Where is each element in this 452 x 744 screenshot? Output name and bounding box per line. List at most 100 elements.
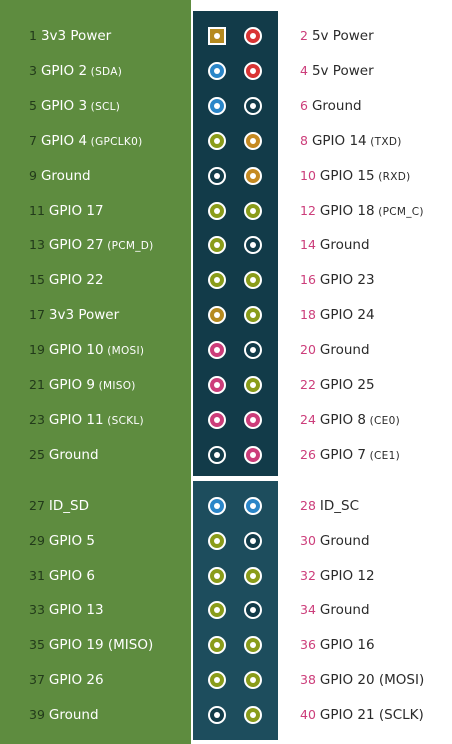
pin-name: GPIO 5 xyxy=(48,532,95,549)
left-pin-label-panel xyxy=(0,0,191,744)
pin-label-35: 35 GPIO 19 (MISO) xyxy=(29,635,153,655)
pin-5-i2c xyxy=(208,96,226,115)
pin-name: 3v3 Power xyxy=(40,28,112,44)
pin-name: GPIO 9 xyxy=(48,377,95,393)
pin-name: GPIO 8 xyxy=(319,411,366,428)
pin-label-1: 1 3v3 Power xyxy=(29,26,111,46)
pin-number: 29 xyxy=(29,532,49,548)
pin-number: 11 xyxy=(29,202,49,218)
pin-function: (TXD) xyxy=(366,135,402,148)
pin-label-29: 29 GPIO 5 xyxy=(29,531,95,551)
pin-name: GPIO 20 (MOSI) xyxy=(319,672,425,689)
pin-number: 33 xyxy=(29,602,49,618)
pin-number: 37 xyxy=(29,672,49,688)
pin-label-16: 16 GPIO 23 xyxy=(300,270,375,290)
pin-number: 24 xyxy=(300,411,320,427)
pin-number: 13 xyxy=(29,237,49,253)
pin-40-gpio xyxy=(244,705,262,724)
pin-name: GPIO 2 xyxy=(40,62,88,79)
pin-name: GPIO 23 xyxy=(319,272,375,289)
pin-label-12: 12 GPIO 18 (PCM_C) xyxy=(300,201,424,221)
pin-name: GPIO 3 xyxy=(40,97,88,114)
pin-name: 5v Power xyxy=(311,28,374,44)
pin-label-6: 6 Ground xyxy=(300,96,362,116)
pin-label-3: 3 GPIO 2 (SDA) xyxy=(29,61,122,81)
pin-number: 26 xyxy=(300,446,320,462)
pin-number: 7 xyxy=(29,132,41,148)
pin-number: 36 xyxy=(300,637,320,653)
pin-12-gpio xyxy=(244,201,262,220)
pin-name: GPIO 6 xyxy=(48,567,95,584)
pin-name: Ground xyxy=(311,97,362,114)
pin-function: (SCKL) xyxy=(103,414,144,427)
pin-name: GPIO 12 xyxy=(319,567,375,584)
pin-name: GPIO 15 xyxy=(319,167,375,184)
pin-number: 4 xyxy=(300,62,312,78)
pin-10-uart xyxy=(244,166,262,185)
pin-function: (CE0) xyxy=(365,414,400,427)
pin-25-ground xyxy=(208,445,226,464)
pin-name: GPIO 27 xyxy=(48,237,104,254)
pin-26-spi xyxy=(244,445,262,464)
pin-14-ground xyxy=(244,236,262,255)
pin-name: GPIO 19 (MISO) xyxy=(48,637,154,654)
pin-number: 9 xyxy=(29,167,41,183)
pin-20-ground xyxy=(244,341,262,360)
pin-name: GPIO 18 xyxy=(319,202,375,219)
pin-number: 30 xyxy=(300,532,320,548)
pin-number: 20 xyxy=(300,342,320,358)
pin-name: GPIO 17 xyxy=(48,202,104,219)
pin-11-gpio xyxy=(208,201,226,220)
pin-label-11: 11 GPIO 17 xyxy=(29,201,104,221)
pin-number: 34 xyxy=(300,602,320,618)
pin-label-5: 5 GPIO 3 (SCL) xyxy=(29,96,120,116)
pin-label-30: 30 Ground xyxy=(300,531,370,551)
pin-name: GPIO 4 xyxy=(40,132,88,149)
pin-number: 39 xyxy=(29,706,49,722)
pin-name: Ground xyxy=(319,342,370,359)
pin-22-gpio xyxy=(244,376,262,394)
pin-35-gpio xyxy=(208,636,226,655)
pin-36-gpio xyxy=(244,636,262,655)
pin-27-idsd xyxy=(208,497,226,515)
pin-function: (SCL) xyxy=(87,100,121,113)
pin-name: GPIO 25 xyxy=(319,377,375,393)
pin-function: (CE1) xyxy=(365,449,400,462)
pin-number: 1 xyxy=(29,28,41,43)
pin-name: GPIO 7 xyxy=(319,446,366,463)
pin-label-2: 2 5v Power xyxy=(300,26,374,46)
pin-number: 38 xyxy=(300,672,320,688)
pin-label-7: 7 GPIO 4 (GPCLK0) xyxy=(29,131,142,151)
pin-name: Ground xyxy=(319,532,370,549)
pin-9-ground xyxy=(208,166,226,185)
pin-label-9: 9 Ground xyxy=(29,166,91,186)
pin-label-23: 23 GPIO 11 (SCKL) xyxy=(29,410,144,430)
pin-label-34: 34 Ground xyxy=(300,600,370,620)
pin-label-33: 33 GPIO 13 xyxy=(29,600,104,620)
pin-label-39: 39 Ground xyxy=(29,705,99,725)
pin-33-gpio xyxy=(208,601,226,620)
pin-15-gpio xyxy=(208,271,226,290)
pin-13-gpio xyxy=(208,236,226,255)
pin-38-gpio xyxy=(244,671,262,690)
pin-number: 40 xyxy=(300,706,320,722)
pin-16-gpio xyxy=(244,271,262,290)
pin-number: 18 xyxy=(300,307,320,323)
pin-name: 3v3 Power xyxy=(48,307,120,324)
pin-32-gpio xyxy=(244,566,262,585)
pin-label-24: 24 GPIO 8 (CE0) xyxy=(300,410,400,430)
pin-label-32: 32 GPIO 12 xyxy=(300,566,375,586)
pin-number: 15 xyxy=(29,272,49,288)
pin-number: 3 xyxy=(29,62,41,78)
pin-31-gpio xyxy=(208,566,226,585)
pin-3-i2c xyxy=(208,61,226,80)
pin-label-25: 25 Ground xyxy=(29,445,99,465)
pin-label-17: 17 3v3 Power xyxy=(29,305,119,325)
pin-7-gpio xyxy=(208,131,226,150)
pin-name: Ground xyxy=(48,446,99,463)
pin-number: 23 xyxy=(29,411,49,427)
pin-label-36: 36 GPIO 16 xyxy=(300,635,375,655)
pin-8-uart xyxy=(244,131,262,150)
pin-number: 2 xyxy=(300,28,312,43)
pin-name: ID_SC xyxy=(319,498,360,514)
